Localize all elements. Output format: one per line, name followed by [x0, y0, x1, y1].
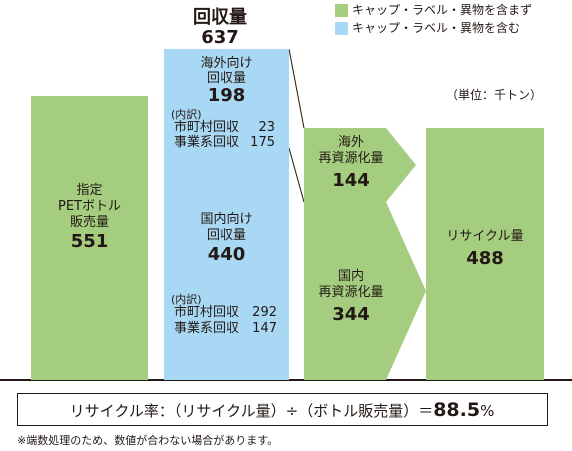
- connector-line-domestic: [288, 147, 305, 203]
- bar-sales: [31, 96, 148, 380]
- baseline: [0, 379, 572, 381]
- arrow-overseas-value: 144: [332, 170, 370, 191]
- bar-sales-label-line-1: 指定: [76, 183, 103, 198]
- connector-line-overseas: [288, 48, 305, 129]
- arrow-domestic-value: 344: [332, 304, 370, 325]
- bar-overseas-collection-value: 198: [207, 85, 246, 106]
- bar-domestic-breakdown-label-2: 事業系回収: [174, 321, 240, 336]
- bar-domestic-collection: [164, 149, 289, 380]
- unit-label: （単位：千トン）: [446, 88, 543, 102]
- bar-sales-value: 551: [70, 231, 109, 252]
- bar-domestic-breakdown-value-1: 292: [252, 305, 277, 320]
- legend-swatch-blue: [335, 22, 348, 35]
- arrow-overseas-label-line-2: 再資源化量: [318, 151, 384, 166]
- formula-value: 88.5: [433, 399, 481, 421]
- arrow-domestic-recycled: [304, 202, 426, 380]
- bar-domestic-breakdown-title: (内訳): [171, 293, 202, 306]
- bar-sales-label: 指定 PETボトル 販売量: [31, 183, 148, 231]
- total-value: 637: [201, 27, 239, 48]
- bar-sales-label-line-2: PETボトル: [58, 199, 121, 214]
- bar-overseas-collection: [164, 49, 289, 149]
- bar-recycled-value: 488: [466, 248, 504, 269]
- bar-overseas-breakdown-label-1: 市町村回収: [174, 120, 240, 135]
- bar-domestic-breakdown-value-2: 147: [252, 321, 277, 336]
- bar-domestic-collection-label-line-2: 回収量: [206, 228, 246, 243]
- bar-domestic-breakdown-label-1: 市町村回収: [174, 305, 240, 320]
- bar-recycled-label: リサイクル量: [446, 229, 524, 244]
- footnote: ※端数処理のため、数値が合わない場合があります。: [17, 434, 279, 447]
- formula-box: リサイクル率：（リサイクル量）÷（ボトル販売量）＝88.5%: [17, 393, 548, 426]
- legend-label-green: キャップ・ラベル・異物を含まず: [352, 3, 533, 17]
- bar-overseas-collection-label-line-1: 海外向け: [200, 56, 253, 71]
- bar-domestic-collection-label-line-1: 国内向け: [200, 212, 253, 227]
- arrow-domestic-label-line-2: 再資源化量: [318, 285, 384, 300]
- bar-overseas-collection-label-line-2: 回収量: [206, 71, 246, 86]
- arrow-domestic-label-line-1: 国内: [337, 269, 364, 284]
- formula-suffix: %: [480, 402, 495, 420]
- arrow-overseas-label-line-1: 海外: [337, 135, 364, 150]
- formula-line: リサイクル率：（リサイクル量）÷（ボトル販売量）＝88.5%: [18, 399, 546, 421]
- total-label: 回収量: [193, 7, 247, 28]
- formula-text: リサイクル率：（リサイクル量）÷（ボトル販売量）＝: [69, 402, 434, 420]
- bar-overseas-breakdown-value-2: 175: [250, 135, 275, 150]
- bar-domestic-collection-value: 440: [207, 244, 246, 265]
- bar-recycled: [426, 128, 544, 380]
- bar-overseas-breakdown-value-1: 23: [258, 120, 275, 135]
- bar-sales-label-line-3: 販売量: [69, 215, 109, 230]
- bar-overseas-breakdown-title: (内訳): [171, 108, 202, 121]
- legend-swatch-green: [335, 4, 348, 17]
- arrow-overseas-recycled: [304, 128, 416, 202]
- bar-overseas-breakdown-label-2: 事業系回収: [174, 135, 240, 150]
- legend-label-blue: キャップ・ラベル・異物を含む: [352, 21, 521, 35]
